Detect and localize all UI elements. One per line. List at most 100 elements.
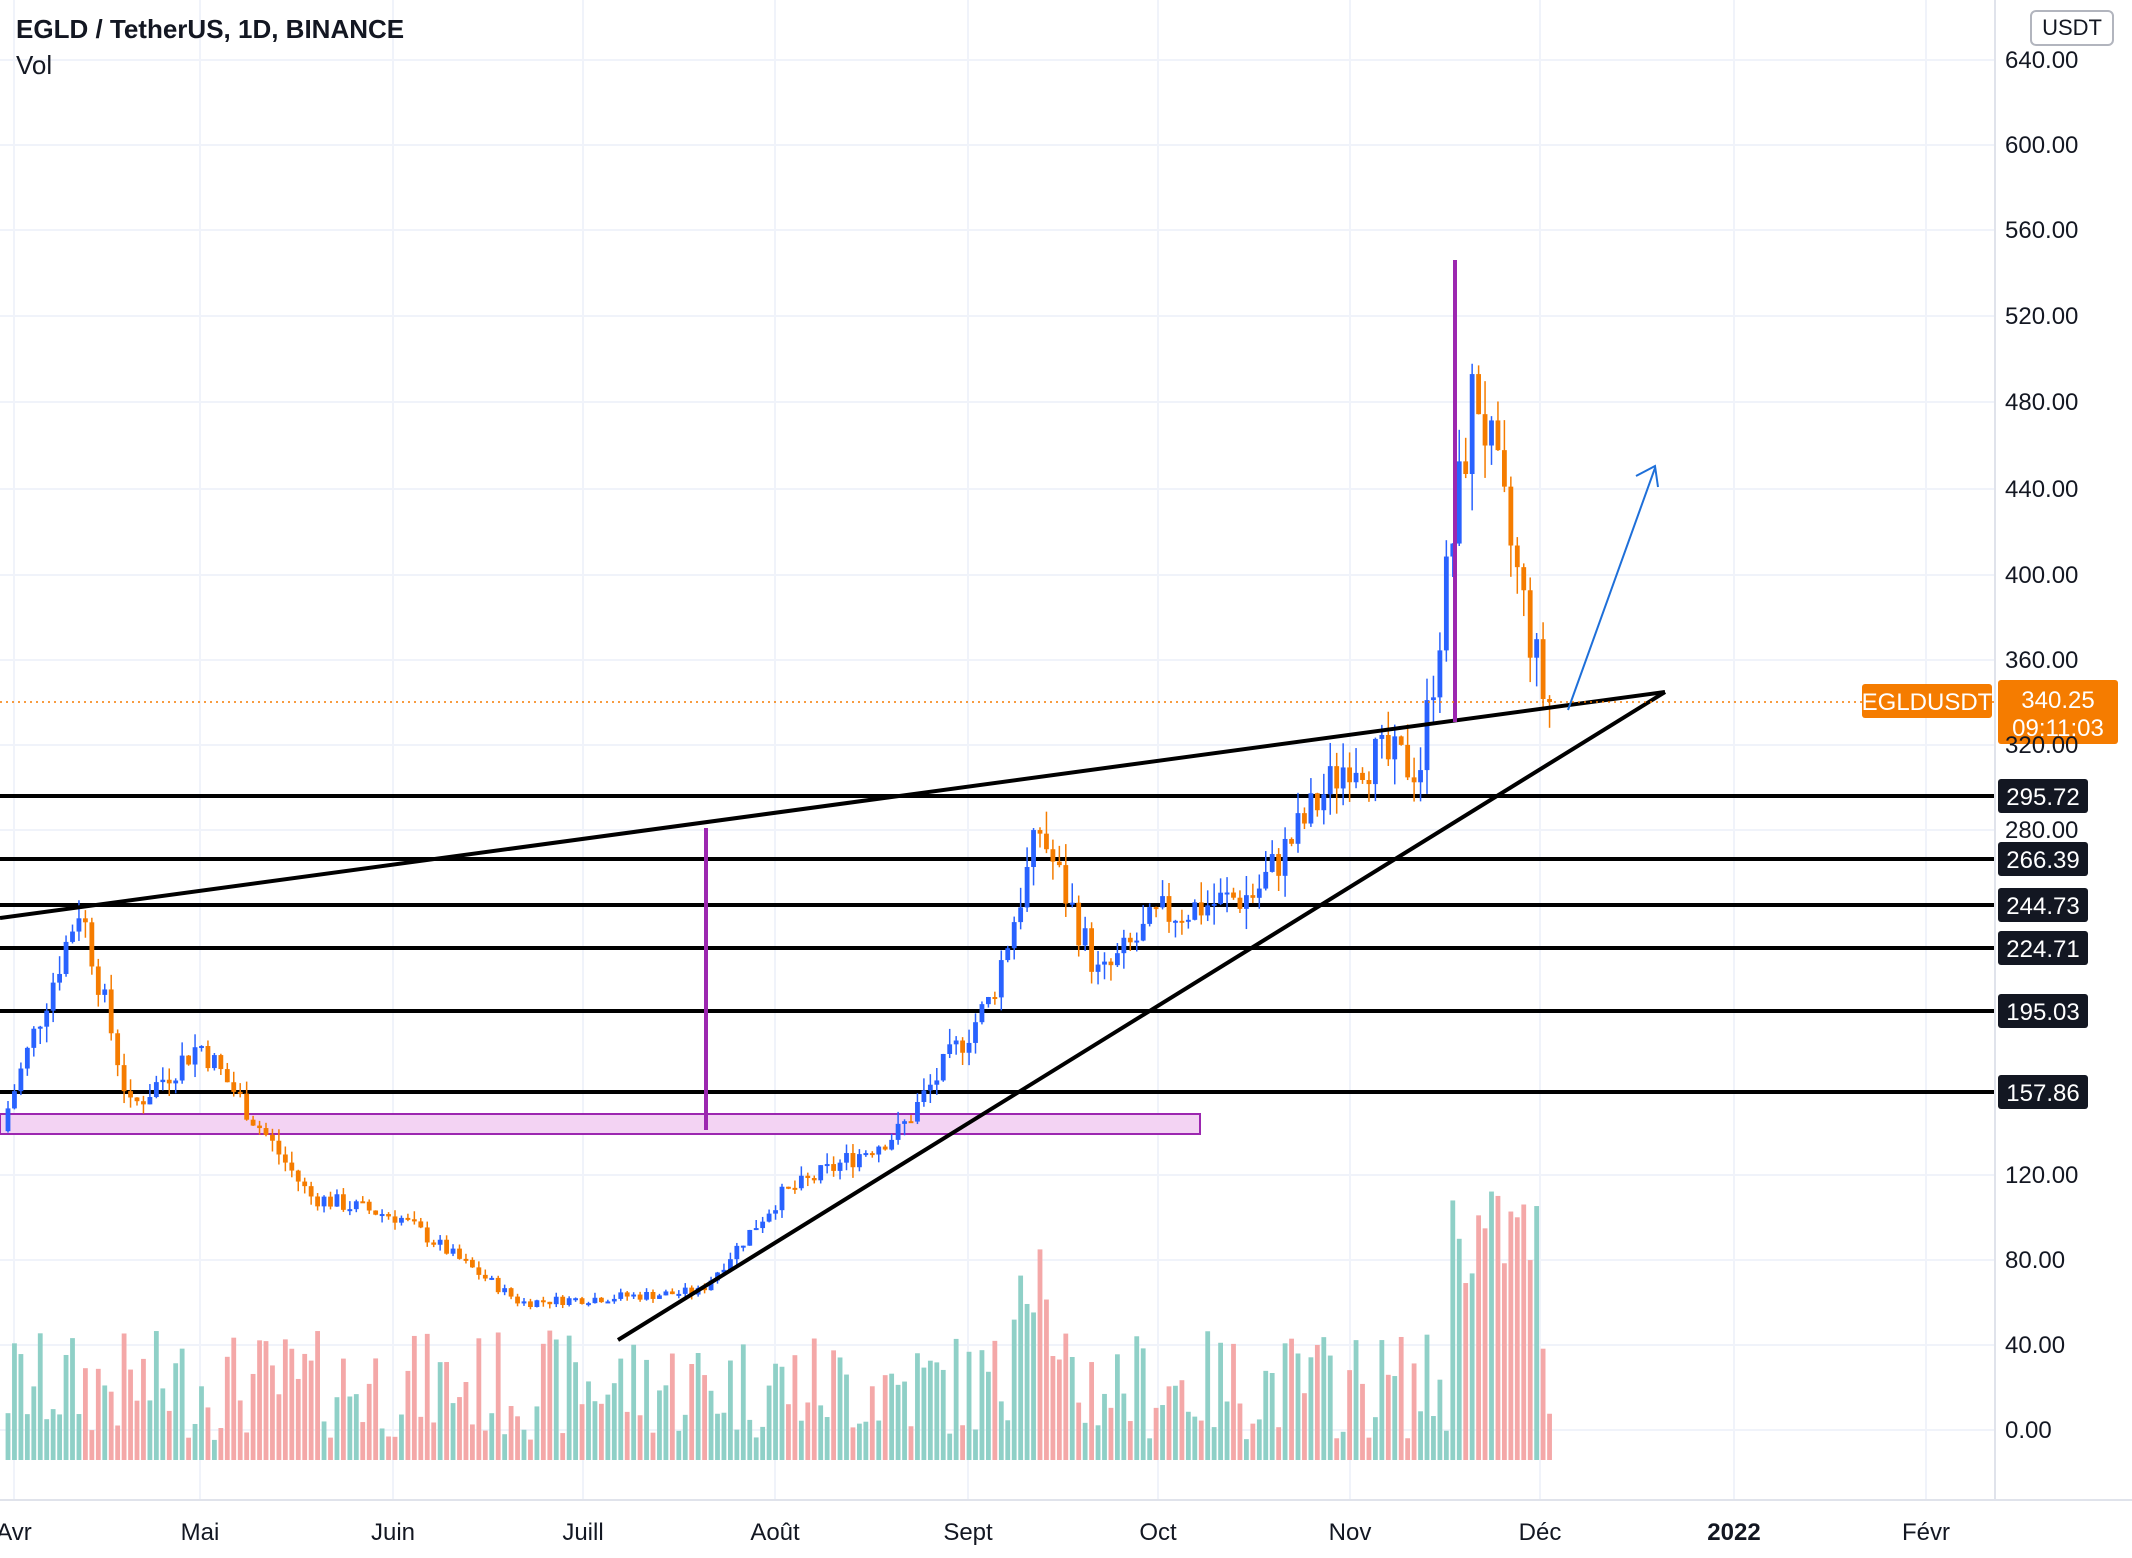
candle-body: [747, 1229, 753, 1246]
level-tag: [1998, 842, 2088, 876]
candle-body: [1153, 907, 1159, 910]
volume-bar: [237, 1400, 243, 1460]
volume-bar: [1398, 1336, 1404, 1460]
price-axis[interactable]: 640.00 600.00 560.00 520.00 480.00 440.00 400.…: [1994, 0, 2078, 1500]
candle-body: [1502, 450, 1507, 487]
volume-bar: [1431, 1416, 1436, 1460]
volume-bar: [818, 1405, 824, 1460]
volume-bar: [1211, 1427, 1217, 1460]
candle-body: [915, 1102, 920, 1122]
candle-body: [470, 1259, 475, 1268]
volume-bar: [1340, 1431, 1346, 1460]
volume-bar: [1508, 1211, 1514, 1460]
candle-body: [1263, 871, 1269, 889]
volume-bar: [998, 1401, 1004, 1460]
volume-bar: [695, 1353, 701, 1460]
candle-body: [70, 931, 75, 942]
candle-body: [353, 1201, 359, 1210]
candle-body: [431, 1242, 437, 1245]
volume-bar: [186, 1437, 191, 1460]
candle-body: [592, 1297, 598, 1304]
candle-body: [1250, 895, 1256, 898]
volume-bar: [1082, 1422, 1088, 1460]
volume-bar: [57, 1414, 62, 1460]
volume-bar: [1166, 1386, 1172, 1460]
volume-bar: [605, 1394, 611, 1460]
candle-body: [379, 1214, 385, 1217]
volume-bar: [702, 1375, 707, 1460]
candle-body: [411, 1219, 417, 1222]
candle-body: [328, 1196, 333, 1207]
candle-body: [315, 1196, 320, 1207]
volume-indicator-label[interactable]: Vol: [16, 50, 53, 80]
candle-body: [740, 1245, 746, 1248]
volume-bar: [476, 1338, 482, 1460]
price-tick-label: 40.00: [2005, 1332, 2065, 1359]
volume-bar: [83, 1368, 88, 1460]
candle-body: [302, 1181, 308, 1187]
volume-bar: [360, 1422, 366, 1460]
level-label: 266.39: [2006, 847, 2079, 874]
candle-body: [1147, 907, 1153, 924]
volume-bar: [1424, 1334, 1430, 1460]
candle-body: [844, 1153, 849, 1163]
candle-body: [199, 1046, 204, 1049]
volume-bar: [1005, 1420, 1011, 1460]
volume-bar: [1534, 1206, 1540, 1460]
symbol-title[interactable]: EGLD / TetherUS, 1D, BINANCE: [16, 14, 405, 44]
candle-body: [1360, 772, 1365, 781]
volume-bar: [979, 1350, 985, 1460]
candle-body: [50, 982, 56, 1011]
volume-bar: [986, 1371, 991, 1460]
volume-bar: [992, 1340, 998, 1460]
candle-body: [1069, 902, 1075, 905]
candle-body: [18, 1068, 24, 1092]
volume-bar: [715, 1413, 720, 1460]
volume-bar: [611, 1383, 617, 1460]
volume-bar: [915, 1353, 920, 1460]
candle-body: [889, 1139, 895, 1150]
level-tag: [1998, 779, 2088, 813]
currency-button[interactable]: USDT: [2030, 10, 2114, 46]
volume-bar: [1224, 1401, 1230, 1460]
candle-body: [1244, 895, 1249, 909]
candle-body: [1211, 903, 1217, 906]
candle-body: [605, 1301, 611, 1304]
level-tag: [1998, 888, 2088, 922]
candle-body: [115, 1033, 121, 1066]
volume-bar: [882, 1375, 888, 1460]
volume-bar: [463, 1382, 469, 1460]
volume-bar: [1050, 1356, 1056, 1460]
candle-body: [347, 1209, 353, 1212]
candle-body: [1205, 905, 1211, 916]
candle-body: [1115, 953, 1120, 966]
candle-body: [160, 1079, 166, 1083]
volume-bar: [24, 1414, 30, 1460]
volume-bar: [315, 1331, 320, 1460]
candle-body: [270, 1134, 275, 1141]
volume-bar: [740, 1344, 746, 1460]
candle-body: [805, 1175, 811, 1179]
candle-body: [721, 1269, 727, 1273]
volume-bar: [934, 1362, 940, 1460]
candle-body: [857, 1154, 862, 1168]
candle-body: [811, 1178, 817, 1181]
last-price-tag: [1998, 680, 2118, 744]
candle-body: [1166, 896, 1172, 922]
candle-body: [798, 1175, 804, 1189]
candle-body: [1456, 461, 1462, 544]
volume-bar: [1192, 1416, 1198, 1460]
volume-bar: [1295, 1353, 1301, 1460]
candle-body: [244, 1093, 250, 1120]
time-axis[interactable]: Avr Mai Juin Juill Août Sept Oct Nov Déc 2022 Févr: [0, 1499, 2132, 1546]
volume-bar: [1205, 1331, 1211, 1460]
candles: [5, 363, 1552, 1310]
volume-bar: [889, 1373, 895, 1460]
candle-body: [12, 1091, 17, 1109]
volume-bar: [37, 1333, 43, 1460]
volume-bar: [1244, 1439, 1249, 1460]
volume-bar: [276, 1394, 282, 1460]
candle-body: [24, 1047, 30, 1069]
